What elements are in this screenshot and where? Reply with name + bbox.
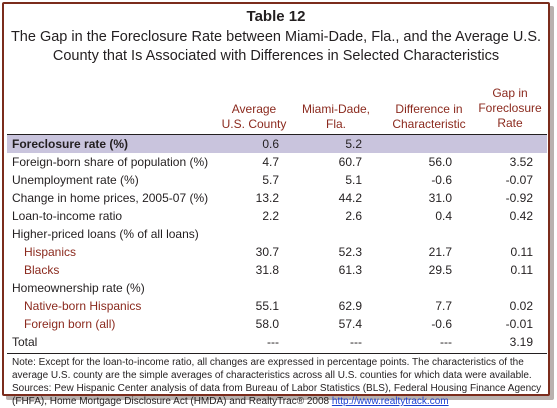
- table-row: Foreign-born share of population (%) 4.7…: [7, 153, 547, 171]
- row-label: Blacks: [24, 263, 60, 277]
- sources-text: Sources: Pew Hispanic Center analysis of…: [12, 382, 548, 408]
- cell-miami: 52.3: [338, 245, 362, 259]
- cell-gap: 0.11: [510, 263, 533, 277]
- cell-gap: 0.02: [509, 299, 533, 313]
- col-header-miami-line1: Miami-Dade,: [301, 102, 370, 116]
- cell-difference: ---: [440, 335, 452, 349]
- col-header-gap: Gap in Foreclosure Rate: [474, 86, 546, 131]
- cell-difference: 7.7: [435, 299, 452, 313]
- table-row: Foreclosure rate (%) 0.6 5.2: [7, 135, 547, 153]
- cell-gap: -0.92: [505, 191, 533, 205]
- row-label: Foreign-born share of population (%): [12, 155, 209, 169]
- table-notes: Note: Except for the loan-to-income rati…: [12, 356, 548, 408]
- cell-difference: 29.5: [428, 263, 452, 277]
- cell-average: 31.8: [255, 263, 279, 277]
- footer-rule: [7, 353, 547, 354]
- cell-average: 0.6: [262, 137, 279, 151]
- row-label: Native-born Hispanics: [24, 299, 142, 313]
- row-label: Foreclosure rate (%): [12, 137, 129, 151]
- col-header-difference-line2: Characteristic: [392, 117, 466, 131]
- col-header-miami-line2: Fla.: [325, 117, 346, 131]
- row-label: Change in home prices, 2005-07 (%): [12, 191, 209, 205]
- table-row: Foreign born (all) 58.0 57.4 -0.6 -0.01: [7, 315, 547, 333]
- row-label: Hispanics: [24, 245, 77, 259]
- cell-difference: 21.7: [428, 245, 452, 259]
- header-rule: [7, 134, 547, 135]
- cell-average: 2.2: [262, 209, 279, 223]
- title-line-1: The Gap in the Foreclosure Rate between …: [10, 29, 542, 45]
- cell-average: 58.0: [255, 317, 279, 331]
- title-line-2: County that Is Associated with Differenc…: [52, 48, 500, 64]
- cell-miami: 5.1: [345, 173, 362, 187]
- cell-average: 4.7: [262, 155, 279, 169]
- cell-miami: ---: [350, 335, 362, 349]
- col-header-gap-line3: Rate: [497, 116, 523, 130]
- cell-gap: 3.52: [509, 155, 533, 169]
- cell-gap: -0.07: [505, 173, 533, 187]
- cell-difference: -0.6: [431, 173, 452, 187]
- table-row: Native-born Hispanics 55.1 62.9 7.7 0.02: [7, 297, 547, 315]
- col-header-average-line2: U.S. County: [221, 117, 287, 131]
- col-header-difference-line1: Difference in: [395, 102, 463, 116]
- cell-miami: 61.3: [338, 263, 362, 277]
- cell-difference: -0.6: [431, 317, 452, 331]
- row-label: Higher-priced loans (% of all loans): [12, 227, 199, 241]
- cell-miami: 5.2: [345, 137, 362, 151]
- row-label: Total: [12, 335, 38, 349]
- table-row: Higher-priced loans (% of all loans): [7, 225, 547, 243]
- table-row: Change in home prices, 2005-07 (%) 13.2 …: [7, 189, 547, 207]
- cell-difference: 56.0: [428, 155, 452, 169]
- row-label: Loan-to-income ratio: [12, 209, 123, 223]
- col-header-gap-line1: Gap in: [492, 86, 528, 100]
- cell-miami: 60.7: [338, 155, 362, 169]
- cell-average: 13.2: [255, 191, 279, 205]
- table-number: Table 12: [246, 8, 306, 25]
- cell-gap: 3.19: [509, 335, 533, 349]
- note-text: Note: Except for the loan-to-income rati…: [12, 357, 532, 381]
- table-frame: Table 12 The Gap in the Foreclosure Rate…: [2, 2, 550, 407]
- table-row: Blacks 31.8 61.3 29.5 0.11: [7, 261, 547, 279]
- cell-miami: 2.6: [345, 209, 362, 223]
- cell-gap: 0.11: [510, 245, 533, 259]
- cell-average: 5.7: [262, 173, 279, 187]
- cell-gap: 0.42: [509, 209, 533, 223]
- col-header-gap-line2: Foreclosure: [478, 101, 542, 115]
- table-row: Loan-to-income ratio 2.2 2.6 0.4 0.42: [7, 207, 547, 225]
- col-header-average-line1: Average: [231, 102, 277, 116]
- cell-difference: 0.4: [435, 209, 452, 223]
- col-header-miami: Miami-Dade, Fla.: [296, 102, 376, 132]
- row-label: Homeownership rate (%): [12, 281, 145, 295]
- cell-average: 30.7: [255, 245, 279, 259]
- col-header-difference: Difference in Characteristic: [386, 102, 472, 132]
- table-row: Hispanics 30.7 52.3 21.7 0.11: [7, 243, 547, 261]
- table-row: Unemployment rate (%) 5.7 5.1 -0.6 -0.07: [7, 171, 547, 189]
- table-row: Homeownership rate (%): [7, 279, 547, 297]
- col-header-average: Average U.S. County: [214, 102, 294, 132]
- table-title: The Gap in the Foreclosure Rate between …: [4, 28, 548, 66]
- cell-difference: 31.0: [428, 191, 452, 205]
- cell-miami: 44.2: [338, 191, 362, 205]
- cell-gap: -0.01: [505, 317, 533, 331]
- cell-miami: 57.4: [338, 317, 362, 331]
- table-row-total: Total --- --- --- 3.19: [7, 333, 547, 351]
- cell-miami: 62.9: [338, 299, 362, 313]
- cell-average: ---: [267, 335, 279, 349]
- sources-label: Sources: Pew Hispanic Center analysis of…: [12, 383, 542, 407]
- row-label: Foreign born (all): [24, 317, 116, 331]
- cell-average: 55.1: [255, 299, 279, 313]
- row-label: Unemployment rate (%): [12, 173, 139, 187]
